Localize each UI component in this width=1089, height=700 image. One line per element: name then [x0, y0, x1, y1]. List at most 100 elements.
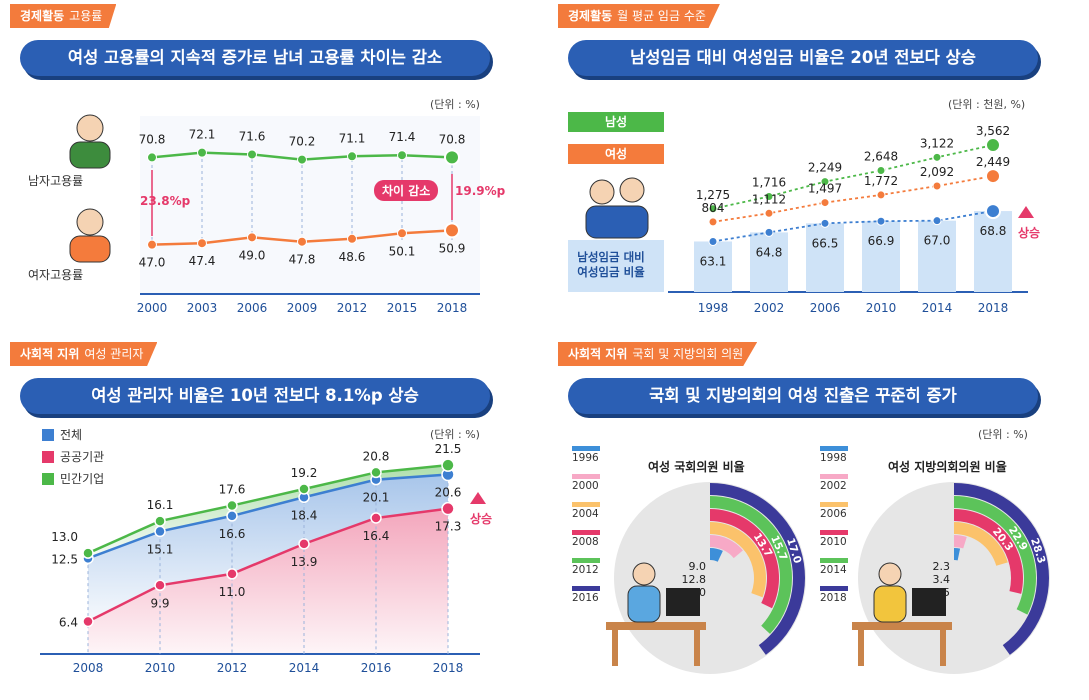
data-label: 2,449: [976, 155, 1010, 169]
data-point: [932, 216, 942, 226]
data-label: 1,112: [752, 192, 786, 206]
year-legend-item: 2010: [820, 530, 848, 548]
data-label: 64.8: [756, 245, 783, 259]
legend-total: 전체: [42, 426, 82, 443]
data-label: 20.6: [435, 485, 462, 499]
couple-body-icon: [585, 205, 649, 239]
male-face-icon: [76, 114, 104, 142]
panel-tag: 사회적 지위 국회 및 지방의회 의원: [558, 342, 758, 366]
rise-arrow-icon: [470, 492, 486, 504]
x-tick-label: 2014: [922, 301, 953, 315]
data-label: 71.6: [239, 129, 266, 143]
data-label: 47.0: [139, 256, 166, 270]
data-point: [154, 525, 166, 538]
data-label: 2,092: [920, 165, 954, 179]
data-label: 21.5: [435, 442, 462, 456]
private-area: [88, 465, 448, 559]
data-point: [297, 236, 307, 247]
female-face-icon: [589, 179, 615, 205]
year-swatch: [572, 474, 600, 479]
managers-chart: 2008 2010 2012 2014 2016 2018 12.5 15.1 16.6 18.4…: [40, 442, 486, 675]
ratio-label-line1: 남성임금 대비: [577, 250, 645, 264]
tag-bold: 경제활동: [568, 9, 613, 23]
data-point: [147, 239, 157, 250]
ratio-label-box: [568, 240, 664, 292]
x-tick-label: 2008: [73, 661, 104, 675]
data-point: [985, 203, 1001, 220]
year-legend-item: 2018: [820, 586, 848, 604]
pie-slice: [710, 535, 743, 559]
legend-swatch: [42, 450, 54, 463]
year-swatch: [572, 530, 600, 535]
year-swatch: [572, 558, 600, 563]
year-legend-item: 2004: [572, 502, 600, 520]
series-line-1: [712, 175, 994, 223]
tag-bold: 사회적 지위: [20, 347, 80, 361]
data-label: 20.1: [363, 491, 390, 505]
legend-swatch: [42, 428, 54, 441]
female-body-icon: [69, 235, 111, 263]
series-line-2: [87, 463, 449, 555]
x-tick-label: 2003: [187, 301, 218, 315]
year-swatch: [820, 474, 848, 479]
year-label: 2002: [820, 480, 847, 492]
wage-chart: 1998 2002 2006 2010 2014 2018 1,275 1,716 2,249 2…: [568, 124, 1034, 315]
year-label: 2000: [572, 480, 599, 492]
data-label: 16.1: [147, 498, 174, 512]
data-label: 13.0: [51, 530, 78, 544]
data-label: 63.1: [700, 254, 727, 268]
data-point: [820, 177, 830, 187]
data-point: [985, 168, 1001, 185]
total-area: [88, 474, 448, 622]
desk-icon: [606, 622, 706, 630]
rise-label: 상승: [1018, 226, 1041, 240]
local-chart-title: 여성 지방의회의원 비율: [888, 460, 1007, 474]
ratio-label: 남성임금 대비 여성임금 비율: [562, 250, 660, 280]
year-label: 2016: [572, 592, 599, 604]
assembly-charts: 9.012.813.013.715.717.02.33.414.520.322.…: [606, 482, 1050, 674]
tag-bold: 경제활동: [20, 9, 65, 23]
x-tick-label: 2006: [237, 301, 268, 315]
data-label: 19.2: [291, 466, 318, 480]
x-tick-label: 2012: [337, 301, 368, 315]
data-label: 70.8: [439, 132, 466, 146]
data-label: 6.4: [59, 616, 78, 630]
data-point: [985, 137, 1001, 154]
data-label: 71.4: [389, 130, 416, 144]
national-chart-title: 여성 국회의원 비율: [648, 460, 745, 474]
panel-wage: 경제활동 월 평균 임금 수준 남성임금 대비 여성임금 비율은 20년 전보다 …: [548, 4, 1068, 334]
year-legend-item: 2006: [820, 502, 848, 520]
data-point: [247, 149, 257, 160]
legend-private: 민간기업: [42, 470, 104, 487]
year-label: 2012: [572, 564, 599, 576]
data-point: [820, 198, 830, 208]
data-point: [82, 615, 94, 628]
ratio-bar: [694, 241, 732, 292]
tag-text: 고용률: [69, 9, 103, 23]
data-point: [708, 236, 718, 246]
year-label: 1998: [820, 452, 847, 464]
data-point: [247, 232, 257, 243]
ratio-label-line2: 여성임금 비율: [577, 265, 645, 279]
slice-label: 12.8: [682, 573, 707, 586]
monitor-icon: [666, 588, 700, 616]
year-label: 2010: [820, 536, 847, 548]
slice-label: 3.4: [933, 573, 951, 586]
panel-title: 여성 고용률의 지속적 증가로 남녀 고용률 차이는 감소: [20, 40, 490, 76]
data-point: [708, 204, 718, 214]
data-point: [347, 233, 357, 244]
x-tick-label: 2000: [137, 301, 168, 315]
x-tick-label: 2002: [754, 301, 785, 315]
series-line-1: [87, 507, 449, 623]
data-label: 1,772: [864, 174, 898, 188]
panel-title: 국회 및 지방의회의 여성 진출은 꾸준히 증가: [568, 378, 1038, 414]
data-point: [347, 151, 357, 162]
tag-text: 여성 관리자: [84, 347, 144, 361]
year-legend-item: 1996: [572, 446, 600, 464]
panel-assembly: 사회적 지위 국회 및 지방의회 의원 국회 및 지방의회의 여성 진출은 꾸준히…: [548, 342, 1068, 674]
plot-background: [140, 116, 480, 294]
data-label: 11.0: [219, 585, 246, 599]
data-point: [876, 216, 886, 226]
year-legend-item: 1998: [820, 446, 848, 464]
data-label: 1,497: [808, 182, 842, 196]
